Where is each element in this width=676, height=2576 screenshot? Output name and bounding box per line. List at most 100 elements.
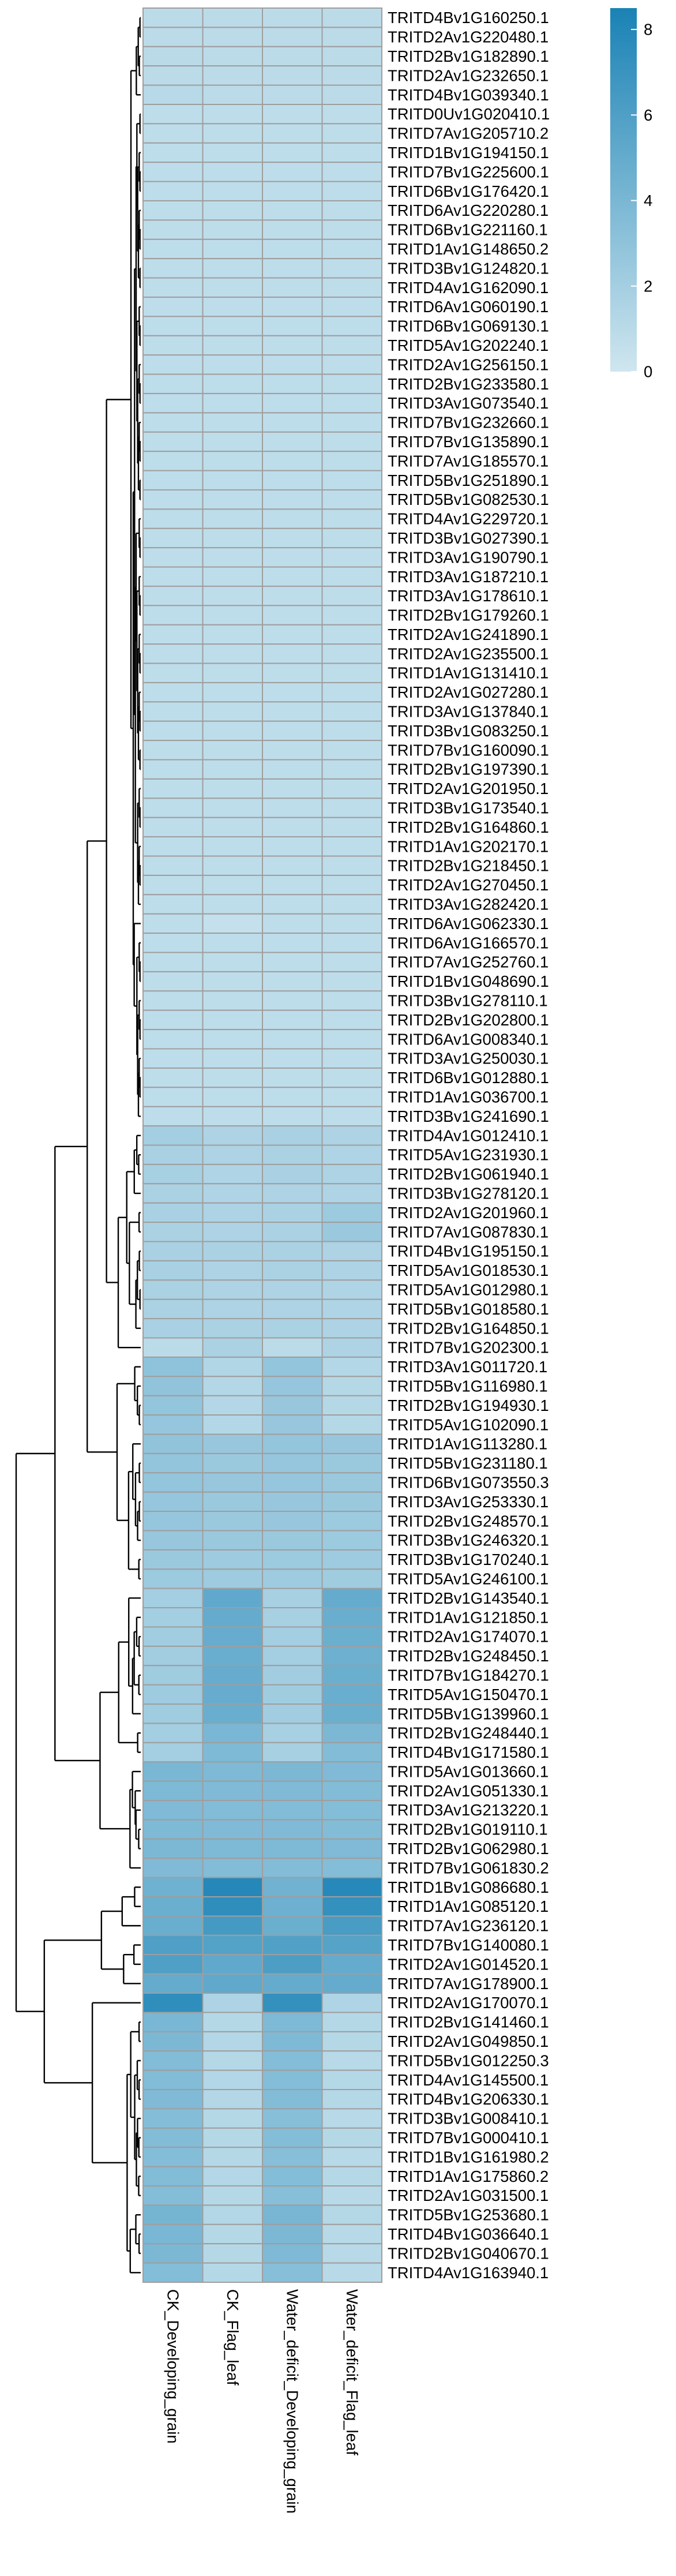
heatmap-cell bbox=[142, 662, 204, 683]
column-label: CK_Developing_grain bbox=[164, 2289, 182, 2444]
row-label: TRITD2Av1G235500.1 bbox=[388, 645, 549, 662]
row-label: TRITD1Bv1G194150.1 bbox=[388, 144, 549, 162]
row-label: TRITD2Bv1G141460.1 bbox=[388, 2013, 549, 2031]
row-label: TRITD2Bv1G164850.1 bbox=[388, 1319, 549, 1337]
heatmap-cell bbox=[321, 1780, 382, 1802]
row-label: TRITD6Bv1G221160.1 bbox=[388, 221, 548, 239]
heatmap-cell bbox=[321, 2127, 382, 2148]
heatmap-cell bbox=[202, 1993, 263, 2013]
row-label: TRITD4Av1G229720.1 bbox=[388, 510, 549, 528]
heatmap-cell bbox=[202, 2089, 263, 2110]
heatmap-cell bbox=[202, 1433, 263, 1454]
heatmap-cell bbox=[321, 65, 382, 86]
heatmap-cell bbox=[262, 740, 323, 761]
heatmap-cell bbox=[321, 952, 382, 972]
heatmap-cell bbox=[321, 277, 382, 298]
heatmap-cell bbox=[262, 2069, 323, 2091]
row-label: TRITD1Av1G113280.1 bbox=[388, 1435, 547, 1453]
row-label: TRITD7Av1G236120.1 bbox=[388, 1917, 549, 1935]
row-label: TRITD3Bv1G241690.1 bbox=[388, 1107, 549, 1125]
heatmap-cell bbox=[142, 740, 204, 761]
heatmap-cell bbox=[202, 1761, 263, 1782]
heatmap-cell bbox=[321, 489, 382, 510]
row-label: TRITD7Av1G205710.2 bbox=[388, 125, 549, 143]
row-label: TRITD1Bv1G161980.2 bbox=[388, 2148, 549, 2166]
heatmap-cell bbox=[321, 1491, 382, 1512]
heatmap-cell bbox=[202, 1067, 263, 1088]
row-label: TRITD2Av1G201960.1 bbox=[388, 1204, 549, 1222]
heatmap-cell bbox=[262, 1067, 323, 1088]
heatmap-cell bbox=[321, 103, 382, 125]
heatmap-cell bbox=[321, 797, 382, 818]
heatmap-cell bbox=[262, 1973, 323, 1994]
row-label: TRITD3Av1G011720.1 bbox=[388, 1358, 547, 1376]
row-label: TRITD4Av1G145500.1 bbox=[388, 2071, 549, 2089]
heatmap-cell bbox=[321, 200, 382, 221]
row-label: TRITD1Av1G131410.1 bbox=[388, 664, 549, 682]
heatmap-cell bbox=[142, 797, 204, 818]
heatmap-cell bbox=[142, 1934, 204, 1956]
row-label: TRITD2Bv1G194930.1 bbox=[388, 1396, 549, 1414]
heatmap-cell bbox=[262, 1395, 323, 1416]
row-label: TRITD3Av1G250030.1 bbox=[388, 1050, 549, 1068]
heatmap-cell bbox=[262, 971, 323, 992]
heatmap-cell bbox=[321, 913, 382, 934]
heatmap-cell bbox=[142, 913, 204, 934]
heatmap-cell bbox=[262, 933, 323, 953]
heatmap-cell bbox=[262, 2204, 323, 2225]
heatmap-cell bbox=[202, 1029, 263, 1050]
heatmap-cell bbox=[321, 1684, 382, 1705]
heatmap-cell bbox=[142, 1511, 204, 1532]
heatmap-cell bbox=[262, 1202, 323, 1223]
heatmap-cell bbox=[202, 1279, 263, 1300]
heatmap-cell bbox=[202, 335, 263, 356]
heatmap-cell bbox=[202, 605, 263, 626]
heatmap-cell bbox=[202, 2127, 263, 2148]
heatmap-cell bbox=[321, 162, 382, 182]
heatmap-cell bbox=[321, 2243, 382, 2264]
heatmap-cell bbox=[262, 2108, 323, 2129]
heatmap-cell bbox=[142, 1376, 204, 1396]
heatmap-cell bbox=[321, 123, 382, 144]
heatmap-cell bbox=[321, 605, 382, 626]
heatmap-cell bbox=[142, 1472, 204, 1493]
column-labels: CK_Developing_grain CK_Flag_leaf Water_def… bbox=[164, 2289, 361, 2514]
heatmap-cell bbox=[262, 296, 323, 317]
heatmap-cell bbox=[142, 489, 204, 510]
row-label: TRITD2Av1G201950.1 bbox=[388, 780, 549, 797]
heatmap-cell bbox=[202, 1395, 263, 1416]
heatmap-cell bbox=[142, 1665, 204, 1686]
heatmap-cell bbox=[202, 2108, 263, 2129]
heatmap-cell bbox=[321, 1260, 382, 1281]
heatmap-cell bbox=[202, 527, 263, 549]
heatmap-cell bbox=[142, 2127, 204, 2148]
heatmap-cell bbox=[202, 162, 263, 182]
heatmap-cell bbox=[202, 354, 263, 375]
row-label: TRITD5Av1G102090.1 bbox=[388, 1416, 549, 1433]
heatmap-cell bbox=[262, 1665, 323, 1686]
heatmap-cell bbox=[262, 162, 323, 182]
heatmap-cell bbox=[202, 720, 263, 742]
heatmap-cell bbox=[262, 1106, 323, 1127]
heatmap-cell bbox=[142, 162, 204, 182]
heatmap-cell bbox=[321, 971, 382, 992]
row-label: TRITD5Bv1G139960.1 bbox=[388, 1705, 549, 1723]
heatmap-cell bbox=[142, 277, 204, 298]
heatmap-cell bbox=[202, 2223, 263, 2245]
heatmap-cell bbox=[202, 1838, 263, 1859]
heatmap-cell bbox=[321, 1530, 382, 1551]
heatmap-cell bbox=[321, 585, 382, 606]
heatmap-cell bbox=[262, 219, 323, 240]
heatmap-cell bbox=[202, 1665, 263, 1686]
heatmap-cell bbox=[142, 373, 204, 394]
heatmap-cell bbox=[321, 470, 382, 491]
heatmap-cell bbox=[142, 1337, 204, 1358]
heatmap-cell bbox=[202, 2185, 263, 2206]
heatmap-cell bbox=[262, 2262, 323, 2283]
heatmap-cell bbox=[202, 84, 263, 105]
heatmap-cell bbox=[142, 1279, 204, 1300]
heatmap-cell bbox=[142, 778, 204, 799]
heatmap-cell bbox=[321, 181, 382, 201]
heatmap-cell bbox=[202, 1954, 263, 1975]
